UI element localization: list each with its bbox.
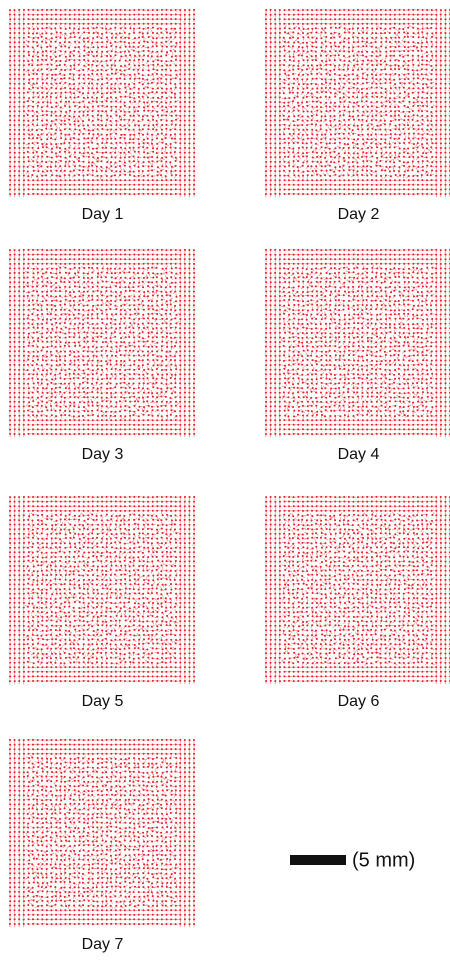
panel-label: Day 7 — [82, 936, 124, 953]
particle-dots — [10, 250, 194, 434]
particle-dots — [10, 10, 194, 194]
panel-label: Day 2 — [338, 206, 380, 223]
panel-label: Day 1 — [82, 206, 124, 223]
figure: (5 mm) Day 1 Day 2 Day 3 Day 4 Day 5 Day 6 Day… — [0, 0, 450, 957]
particle-dots — [10, 497, 194, 681]
scale-bar-label: (5 mm) — [352, 849, 415, 871]
panel-label: Day 3 — [82, 446, 124, 463]
panel-label: Day 5 — [82, 693, 124, 710]
scale-bar — [290, 855, 346, 865]
particle-dots — [266, 497, 450, 681]
panel-label: Day 4 — [338, 446, 380, 463]
particle-dots — [266, 10, 450, 194]
particle-dots — [10, 740, 194, 924]
particle-dots — [266, 250, 450, 434]
panel-label: Day 6 — [338, 693, 380, 710]
